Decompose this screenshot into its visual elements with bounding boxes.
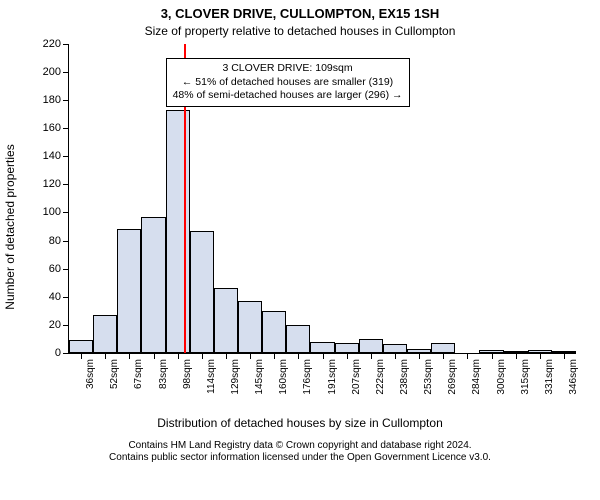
x-tick <box>129 353 130 359</box>
x-tick <box>274 353 275 359</box>
x-axis-label: Distribution of detached houses by size … <box>0 416 600 430</box>
callout-box: 3 CLOVER DRIVE: 109sqm← 51% of detached … <box>166 58 410 107</box>
y-tick-label: 140 <box>43 150 61 162</box>
y-tick <box>63 184 69 185</box>
y-tick <box>63 156 69 157</box>
histogram-bar <box>431 343 455 353</box>
histogram-bar <box>238 301 262 353</box>
y-tick <box>63 128 69 129</box>
x-tick-label: 36sqm <box>85 359 96 389</box>
histogram-bar <box>383 344 407 352</box>
histogram-bar <box>166 110 190 353</box>
y-tick <box>63 325 69 326</box>
y-tick <box>63 44 69 45</box>
x-tick-label: 129sqm <box>230 359 241 395</box>
x-tick-label: 160sqm <box>278 359 289 395</box>
x-tick <box>467 353 468 359</box>
x-tick-label: 176sqm <box>302 359 313 395</box>
y-tick-label: 180 <box>43 94 61 106</box>
footer-line: Contains public sector information licen… <box>0 452 600 465</box>
x-tick-label: 83sqm <box>158 359 169 389</box>
x-tick-label: 238sqm <box>399 359 410 395</box>
histogram-bar <box>262 311 286 353</box>
histogram-bar <box>310 342 334 353</box>
histogram-bar <box>214 288 238 353</box>
histogram-bar <box>141 217 165 353</box>
histogram-bar <box>359 339 383 353</box>
x-tick <box>250 353 251 359</box>
histogram-bar <box>190 231 214 353</box>
histogram-bar <box>335 343 359 353</box>
x-tick <box>540 353 541 359</box>
x-tick <box>178 353 179 359</box>
y-tick-label: 0 <box>55 347 61 359</box>
x-tick <box>371 353 372 359</box>
x-tick-label: 114sqm <box>206 359 217 394</box>
y-tick-label: 220 <box>43 38 61 50</box>
footer-line: Contains HM Land Registry data © Crown c… <box>0 440 600 453</box>
histogram-bar <box>117 229 141 353</box>
x-tick <box>154 353 155 359</box>
y-tick <box>63 269 69 270</box>
y-tick-label: 120 <box>43 178 61 190</box>
x-tick-label: 300sqm <box>496 359 507 395</box>
x-tick <box>419 353 420 359</box>
x-tick-label: 269sqm <box>447 359 458 395</box>
x-tick <box>492 353 493 359</box>
x-tick-label: 52sqm <box>109 359 120 389</box>
y-tick <box>63 297 69 298</box>
x-tick-label: 315sqm <box>520 359 531 395</box>
callout-line: 3 CLOVER DRIVE: 109sqm <box>173 62 403 76</box>
x-tick <box>347 353 348 359</box>
x-tick-label: 253sqm <box>423 359 434 395</box>
y-tick <box>63 353 69 354</box>
x-tick-label: 222sqm <box>375 359 386 395</box>
histogram-bar <box>286 325 310 353</box>
x-tick <box>564 353 565 359</box>
histogram-bar <box>93 315 117 353</box>
y-tick-label: 160 <box>43 122 61 134</box>
x-tick <box>298 353 299 359</box>
chart-title: 3, CLOVER DRIVE, CULLOMPTON, EX15 1SH <box>0 0 600 23</box>
x-tick <box>395 353 396 359</box>
y-axis-label: Number of detached properties <box>3 144 17 309</box>
y-tick <box>63 100 69 101</box>
x-tick <box>81 353 82 359</box>
x-tick-label: 331sqm <box>544 359 555 395</box>
x-tick-label: 346sqm <box>568 359 579 395</box>
y-tick <box>63 241 69 242</box>
histogram-bar <box>69 340 93 353</box>
x-tick-label: 98sqm <box>182 359 193 389</box>
plot-area: 02040608010012014016018020022036sqm52sqm… <box>68 44 576 354</box>
chart-container: Number of detached properties 0204060801… <box>20 42 580 412</box>
x-tick-label: 284sqm <box>471 359 482 395</box>
y-tick <box>63 212 69 213</box>
x-tick-label: 191sqm <box>327 359 338 395</box>
y-tick-label: 80 <box>49 235 61 247</box>
x-tick-label: 67sqm <box>133 359 144 389</box>
x-tick <box>226 353 227 359</box>
x-tick <box>323 353 324 359</box>
chart-subtitle: Size of property relative to detached ho… <box>0 24 600 38</box>
y-tick-label: 20 <box>49 319 61 331</box>
callout-line: 48% of semi-detached houses are larger (… <box>173 89 403 103</box>
y-tick <box>63 72 69 73</box>
footer-attribution: Contains HM Land Registry data © Crown c… <box>0 440 600 465</box>
y-tick-label: 200 <box>43 66 61 78</box>
x-tick <box>202 353 203 359</box>
x-tick-label: 145sqm <box>254 359 265 395</box>
callout-line: ← 51% of detached houses are smaller (31… <box>173 76 403 90</box>
x-tick-label: 207sqm <box>351 359 362 395</box>
x-tick <box>105 353 106 359</box>
y-tick-label: 60 <box>49 263 61 275</box>
x-tick <box>443 353 444 359</box>
y-tick-label: 40 <box>49 291 61 303</box>
x-tick <box>516 353 517 359</box>
y-tick-label: 100 <box>43 206 61 218</box>
